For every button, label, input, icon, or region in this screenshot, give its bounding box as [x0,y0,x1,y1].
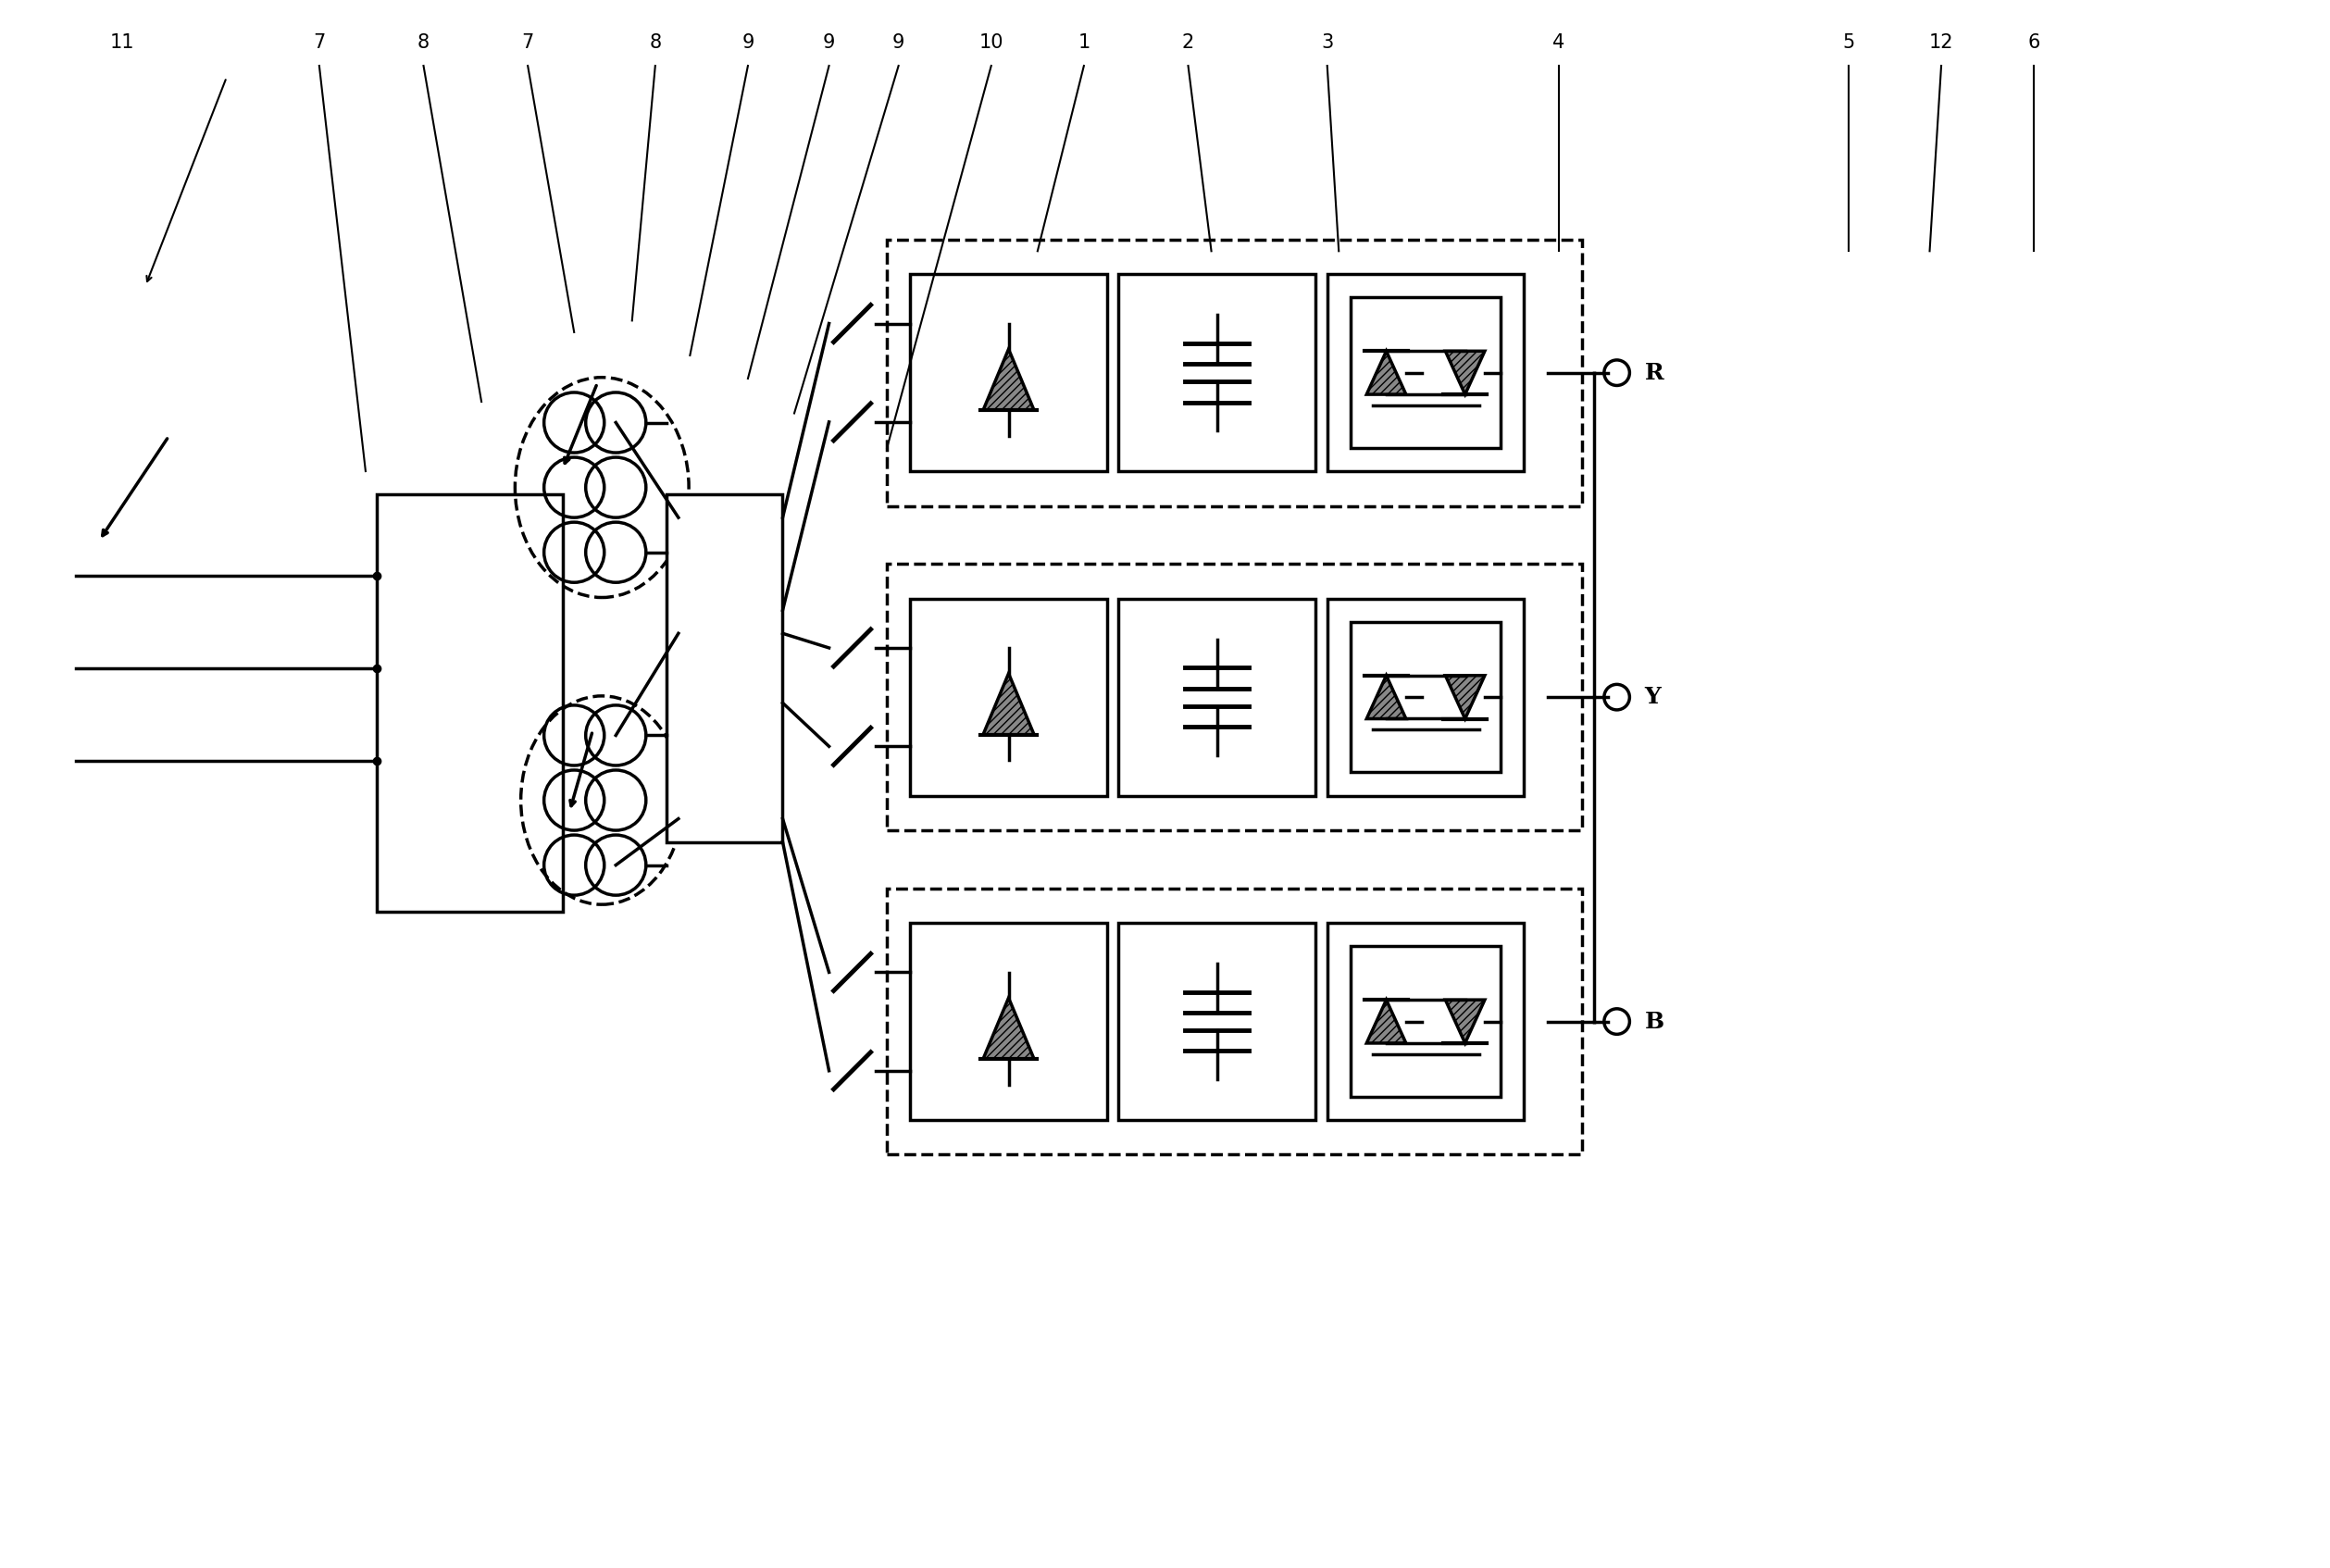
Text: R: R [1645,362,1664,384]
Text: 8: 8 [417,33,429,52]
Bar [1328,924,1524,1120]
Bar [911,599,1107,795]
Polygon shape [1445,676,1484,718]
Polygon shape [1368,676,1405,718]
Bar [888,887,1582,1154]
Text: 11: 11 [110,33,135,52]
Text: Y: Y [1645,687,1661,709]
Polygon shape [1445,1000,1484,1043]
Polygon shape [1368,1000,1405,1043]
Text: 5: 5 [1843,33,1855,52]
Bar [911,924,1107,1120]
Text: 4: 4 [1552,33,1566,52]
Text: 12: 12 [1929,33,1953,52]
Polygon shape [983,350,1035,411]
Polygon shape [1445,351,1484,395]
Text: B: B [1645,1010,1664,1033]
Bar [1351,622,1501,773]
Text: 9: 9 [741,33,755,52]
Bar [1118,274,1316,472]
Bar [1118,599,1316,795]
Bar [1351,298,1501,448]
Polygon shape [983,674,1035,735]
Bar [377,494,562,911]
Text: 8: 8 [650,33,662,52]
Text: 3: 3 [1321,33,1333,52]
Polygon shape [983,997,1035,1058]
Text: 10: 10 [979,33,1004,52]
Bar [1351,946,1501,1096]
Text: 2: 2 [1181,33,1195,52]
Bar [888,564,1582,831]
Text: 9: 9 [892,33,904,52]
Bar [888,240,1582,506]
Bar [1118,924,1316,1120]
Text: 9: 9 [822,33,834,52]
Text: 7: 7 [522,33,534,52]
Bar [1328,274,1524,472]
Bar [1328,599,1524,795]
Text: 6: 6 [2027,33,2041,52]
Text: 1: 1 [1079,33,1090,52]
Bar [666,494,783,842]
Text: 7: 7 [312,33,326,52]
Polygon shape [1368,351,1405,395]
Bar [911,274,1107,472]
